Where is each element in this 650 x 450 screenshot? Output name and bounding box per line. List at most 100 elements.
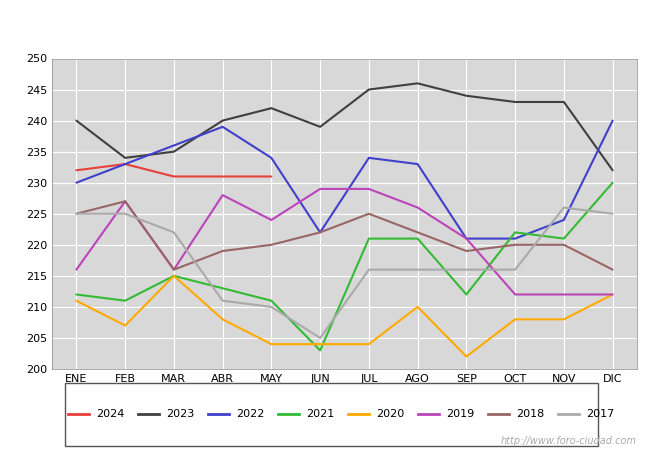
2019 <box>170 267 178 272</box>
2021 <box>218 286 227 291</box>
2019 <box>560 292 568 297</box>
Line: 2022: 2022 <box>77 121 612 238</box>
2020 <box>170 273 178 279</box>
2017 <box>560 205 568 210</box>
Line: 2018: 2018 <box>77 201 612 270</box>
2022 <box>72 180 81 185</box>
2022 <box>511 236 519 241</box>
2019 <box>463 236 471 241</box>
Line: 2017: 2017 <box>77 207 612 338</box>
2019 <box>511 292 519 297</box>
2018 <box>218 248 227 254</box>
2021 <box>268 298 276 303</box>
2020 <box>72 298 81 303</box>
2022 <box>413 162 421 167</box>
2017 <box>72 211 81 216</box>
2019 <box>268 217 276 223</box>
2023 <box>218 118 227 123</box>
2018 <box>463 248 471 254</box>
2020 <box>365 342 373 347</box>
2020 <box>121 323 129 328</box>
Text: 2018: 2018 <box>516 409 545 419</box>
2020 <box>413 304 421 310</box>
2022 <box>560 217 568 223</box>
2024 <box>218 174 227 179</box>
2023 <box>608 167 616 173</box>
Line: 2023: 2023 <box>77 83 612 170</box>
2018 <box>608 267 616 272</box>
2021 <box>72 292 81 297</box>
2021 <box>121 298 129 303</box>
2021 <box>170 273 178 279</box>
2023 <box>560 99 568 105</box>
2018 <box>316 230 324 235</box>
2017 <box>316 335 324 341</box>
2020 <box>268 342 276 347</box>
2023 <box>511 99 519 105</box>
2022 <box>170 143 178 148</box>
2020 <box>608 292 616 297</box>
2023 <box>413 81 421 86</box>
2018 <box>170 267 178 272</box>
2020 <box>560 317 568 322</box>
Text: 2017: 2017 <box>586 409 614 419</box>
2019 <box>72 267 81 272</box>
2018 <box>268 242 276 248</box>
2024 <box>72 167 81 173</box>
2018 <box>511 242 519 248</box>
2023 <box>72 118 81 123</box>
2017 <box>218 298 227 303</box>
2019 <box>218 193 227 198</box>
2018 <box>72 211 81 216</box>
Text: 2019: 2019 <box>446 409 474 419</box>
2024 <box>268 174 276 179</box>
Line: 2019: 2019 <box>77 189 612 294</box>
2021 <box>316 348 324 353</box>
2017 <box>463 267 471 272</box>
2020 <box>463 354 471 359</box>
2020 <box>218 317 227 322</box>
FancyBboxPatch shape <box>65 382 598 446</box>
Text: Afiliados en Santiurde de Toranzo a 31/5/2024: Afiliados en Santiurde de Toranzo a 31/5… <box>99 18 551 36</box>
2023 <box>365 87 373 92</box>
Text: http://www.foro-ciudad.com: http://www.foro-ciudad.com <box>501 436 637 446</box>
2021 <box>365 236 373 241</box>
2017 <box>608 211 616 216</box>
2024 <box>121 162 129 167</box>
2017 <box>268 304 276 310</box>
2023 <box>316 124 324 130</box>
2018 <box>365 211 373 216</box>
2018 <box>560 242 568 248</box>
2017 <box>170 230 178 235</box>
2022 <box>268 155 276 161</box>
Line: 2020: 2020 <box>77 276 612 356</box>
Text: 2020: 2020 <box>376 409 404 419</box>
2021 <box>511 230 519 235</box>
2019 <box>413 205 421 210</box>
2023 <box>463 93 471 99</box>
2022 <box>463 236 471 241</box>
2019 <box>365 186 373 192</box>
2017 <box>121 211 129 216</box>
2021 <box>560 236 568 241</box>
2022 <box>218 124 227 130</box>
2022 <box>316 230 324 235</box>
2019 <box>121 198 129 204</box>
2021 <box>413 236 421 241</box>
2020 <box>316 342 324 347</box>
Text: 2021: 2021 <box>306 409 334 419</box>
2018 <box>121 198 129 204</box>
2017 <box>511 267 519 272</box>
Line: 2024: 2024 <box>77 164 272 176</box>
2023 <box>170 149 178 154</box>
Line: 2021: 2021 <box>77 183 612 351</box>
2023 <box>268 105 276 111</box>
2017 <box>413 267 421 272</box>
2018 <box>413 230 421 235</box>
2019 <box>608 292 616 297</box>
2022 <box>608 118 616 123</box>
2023 <box>121 155 129 161</box>
2021 <box>608 180 616 185</box>
Text: 2022: 2022 <box>236 409 265 419</box>
2017 <box>365 267 373 272</box>
